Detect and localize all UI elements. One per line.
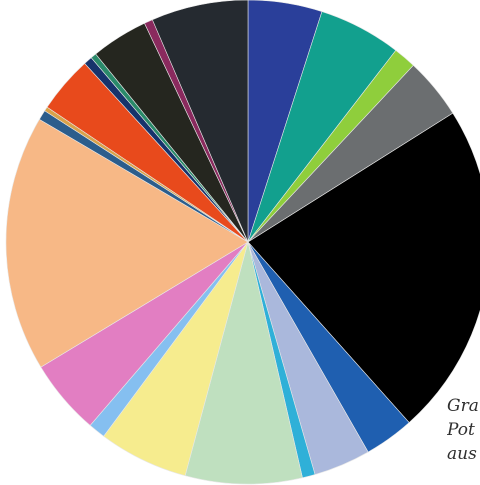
- caption-line-1: Gra: [447, 394, 480, 418]
- pie-slices: [6, 0, 480, 484]
- caption-text: Gra Pot aus: [447, 394, 480, 466]
- caption-line-2: Pot: [447, 418, 480, 442]
- caption-line-3: aus: [447, 442, 480, 466]
